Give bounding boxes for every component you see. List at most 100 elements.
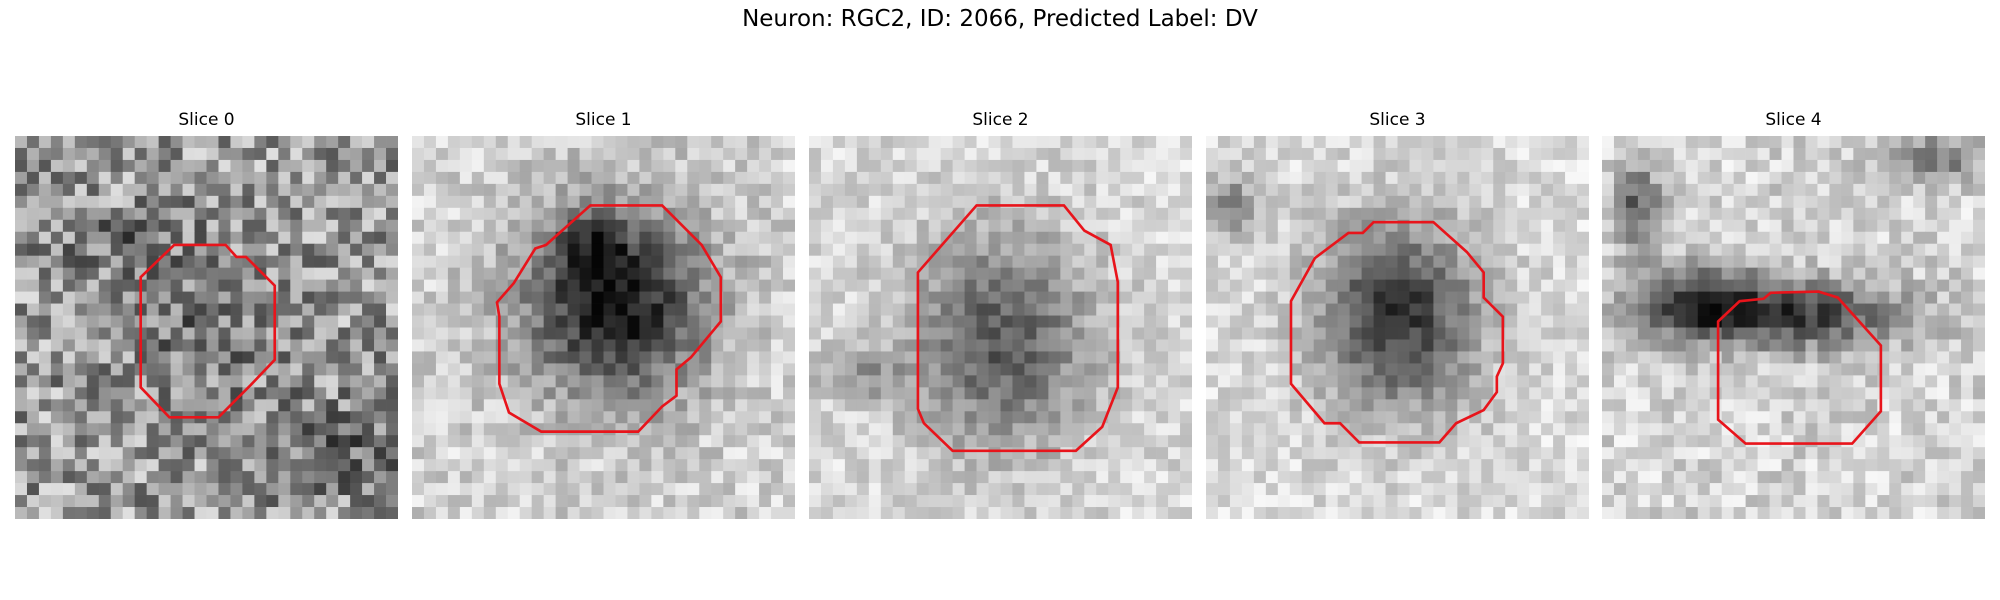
pixel bbox=[1709, 255, 1723, 269]
pixel bbox=[362, 507, 375, 519]
pixel bbox=[1949, 267, 1962, 280]
pixel bbox=[916, 471, 930, 484]
pixel bbox=[1733, 351, 1746, 364]
pixel bbox=[1745, 363, 1758, 376]
pixel bbox=[471, 207, 485, 221]
pixel bbox=[98, 219, 112, 233]
pixel bbox=[15, 291, 28, 304]
pixel bbox=[266, 471, 279, 484]
pixel bbox=[1781, 136, 1794, 149]
pixel bbox=[531, 303, 545, 316]
pixel bbox=[1313, 195, 1327, 209]
pixel bbox=[1120, 267, 1133, 280]
pixel bbox=[386, 435, 398, 448]
pixel bbox=[1709, 207, 1723, 221]
pixel bbox=[206, 147, 219, 161]
pixel bbox=[940, 495, 953, 508]
pixel bbox=[1144, 435, 1157, 448]
pixel bbox=[1829, 267, 1842, 280]
pixel bbox=[1060, 399, 1073, 412]
pixel bbox=[1433, 255, 1446, 269]
pixel bbox=[206, 136, 219, 149]
pixel bbox=[531, 195, 545, 209]
pixel bbox=[326, 267, 339, 280]
pixel bbox=[1889, 147, 1902, 161]
pixel bbox=[1961, 339, 1974, 352]
pixel bbox=[254, 255, 267, 269]
pixel bbox=[1397, 507, 1410, 519]
pixel bbox=[1757, 303, 1770, 316]
pixel bbox=[1865, 447, 1878, 460]
pixel bbox=[783, 363, 795, 376]
pixel bbox=[1661, 315, 1675, 328]
pixel bbox=[1301, 447, 1315, 460]
pixel bbox=[1421, 327, 1434, 340]
pixel bbox=[1889, 219, 1902, 233]
pixel bbox=[723, 279, 736, 292]
pixel bbox=[1024, 207, 1037, 221]
pixel bbox=[579, 255, 592, 269]
pixel bbox=[74, 147, 88, 161]
pixel bbox=[1637, 159, 1651, 173]
pixel bbox=[1709, 459, 1723, 472]
pixel bbox=[86, 243, 100, 257]
pixel bbox=[362, 147, 375, 161]
pixel bbox=[314, 195, 327, 209]
pixel bbox=[1901, 231, 1914, 245]
pixel bbox=[1481, 387, 1494, 400]
pixel bbox=[362, 387, 375, 400]
pixel bbox=[1457, 471, 1470, 484]
pixel bbox=[1745, 171, 1758, 185]
pixel bbox=[1373, 171, 1386, 185]
pixel bbox=[904, 399, 918, 412]
pixel bbox=[314, 387, 327, 400]
pixel bbox=[1409, 315, 1422, 328]
pixel bbox=[326, 195, 339, 209]
pixel bbox=[1180, 471, 1192, 484]
pixel bbox=[603, 183, 616, 197]
pixel bbox=[603, 243, 616, 257]
pixel bbox=[579, 136, 592, 149]
pixel bbox=[1841, 327, 1854, 340]
pixel bbox=[880, 255, 894, 269]
pixel bbox=[1241, 339, 1255, 352]
pixel bbox=[687, 315, 700, 328]
pixel bbox=[1445, 375, 1458, 388]
pixel bbox=[1048, 327, 1061, 340]
pixel bbox=[471, 459, 485, 472]
pixel bbox=[412, 183, 425, 197]
pixel bbox=[1745, 207, 1758, 221]
pixel bbox=[1385, 207, 1398, 221]
pixel bbox=[302, 495, 315, 508]
pixel bbox=[1757, 435, 1770, 448]
pixel bbox=[158, 495, 171, 508]
pixel bbox=[687, 363, 700, 376]
pixel bbox=[1865, 243, 1878, 257]
pixel bbox=[423, 411, 437, 424]
pixel bbox=[844, 231, 858, 245]
cell-contour-2 bbox=[916, 204, 1120, 453]
pixel bbox=[1060, 231, 1073, 245]
pixel bbox=[1060, 351, 1073, 364]
pixel bbox=[386, 351, 398, 364]
pixel bbox=[856, 243, 870, 257]
pixel bbox=[26, 303, 40, 316]
pixel bbox=[1565, 435, 1578, 448]
pixel bbox=[603, 423, 616, 436]
pixel bbox=[15, 459, 28, 472]
pixel bbox=[1265, 327, 1279, 340]
pixel bbox=[1373, 195, 1386, 209]
pixel bbox=[412, 159, 425, 173]
pixel bbox=[675, 303, 688, 316]
pixel bbox=[844, 495, 858, 508]
pixel bbox=[302, 255, 315, 269]
pixel bbox=[15, 351, 28, 364]
pixel bbox=[916, 387, 930, 400]
pixel bbox=[122, 339, 136, 352]
pixel bbox=[519, 507, 533, 519]
pixel bbox=[158, 195, 171, 209]
pixel bbox=[374, 243, 387, 257]
pixel bbox=[134, 183, 148, 197]
pixel bbox=[338, 423, 351, 436]
pixel bbox=[290, 507, 303, 519]
